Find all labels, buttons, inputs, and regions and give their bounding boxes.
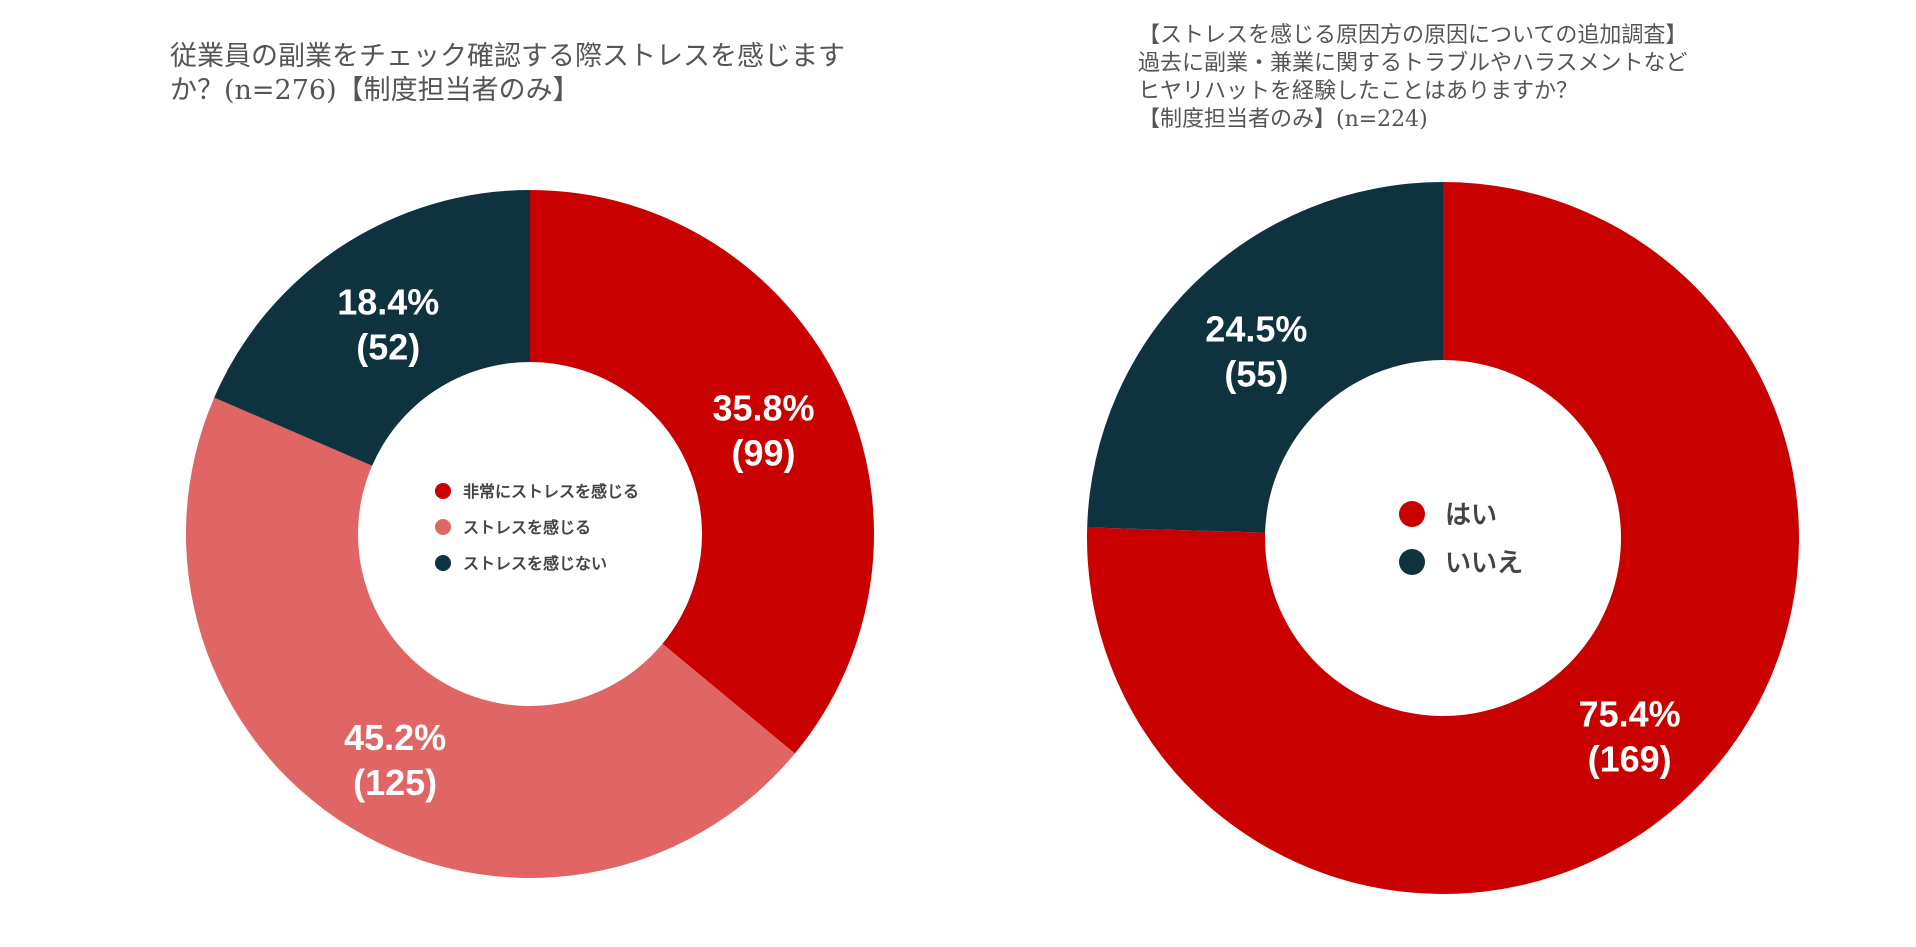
donut-2-slice-1-count-label: (169) bbox=[1588, 738, 1672, 779]
donut-1-legend-label-2: ストレスを感じる bbox=[463, 518, 591, 537]
donut-1-legend-swatch-2 bbox=[435, 519, 451, 535]
donut-2-slice-2-count-label: (55) bbox=[1224, 354, 1288, 395]
donut-1-slice-2-percent-label: 45.2% bbox=[344, 717, 446, 758]
donut-1-legend-swatch-1 bbox=[435, 483, 451, 499]
donut-1-slice-3 bbox=[214, 190, 530, 466]
donut-1-legend-label-1: 非常にストレスを感じる bbox=[463, 482, 639, 501]
chart-title-left-line-2: か？(n=276)【制度担当者のみ】 bbox=[170, 75, 580, 106]
donut-1-slice-3-percent-label: 18.4% bbox=[337, 281, 439, 322]
donut-2-slice-1-percent-label: 75.4% bbox=[1579, 693, 1681, 734]
chart-title-left-line-1: 従業員の副業をチェック確認する際ストレスを感じます bbox=[170, 41, 845, 72]
donut-1-slice-1 bbox=[530, 190, 874, 754]
donut-1-slice-1-count-label: (99) bbox=[731, 432, 795, 473]
donut-chart-1: 35.8%(99) 45.2%(125) 18.4%(52) 非常にストレスを感じるス… bbox=[186, 190, 874, 878]
chart-title-right-line-2: 過去に副業・兼業に関するトラブルやハラスメントなど bbox=[1138, 51, 1688, 76]
donut-2-legend-label-1: はい bbox=[1445, 500, 1497, 530]
donut-1-slice-3-count-label: (52) bbox=[356, 326, 420, 367]
donut-2-slice-2 bbox=[1087, 182, 1443, 533]
donut-2-slice-1 bbox=[1087, 182, 1799, 894]
donut-2-slice-2-percent-label: 24.5% bbox=[1205, 309, 1307, 350]
donut-1-slice-1-percent-label: 35.8% bbox=[712, 387, 814, 428]
donut-1-slice-2-count-label: (125) bbox=[353, 762, 437, 803]
chart-title-right-line-3: ヒヤリハットを経験したことはありますか？ bbox=[1138, 79, 1579, 104]
donut-1-legend-label-3: ストレスを感じない bbox=[463, 554, 607, 573]
chart-title-right-line-4: 【制度担当者のみ】(n=224) bbox=[1138, 107, 1428, 132]
donut-2-legend-label-2: いいえ bbox=[1445, 548, 1523, 578]
chart-title-right-line-1: 【ストレスを感じる原因方の原因についての追加調査】 bbox=[1138, 23, 1688, 48]
chart-title-left: 従業員の副業をチェック確認する際ストレスを感じます か？(n=276)【制度担当… bbox=[170, 40, 845, 108]
donut-2-legend-swatch-1 bbox=[1399, 501, 1425, 527]
chart-title-right: 【ストレスを感じる原因方の原因についての追加調査】 過去に副業・兼業に関するトラ… bbox=[1138, 22, 1688, 134]
donut-2-legend-swatch-2 bbox=[1399, 549, 1425, 575]
donut-1-legend-swatch-3 bbox=[435, 555, 451, 571]
donut-1-slice-2 bbox=[186, 397, 795, 878]
